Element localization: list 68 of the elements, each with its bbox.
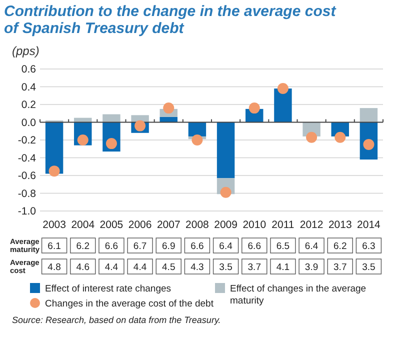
text: 6.7 [133,241,147,252]
y-tick-label: 0.6 [21,64,36,76]
point [134,120,146,132]
point [277,83,288,94]
point [334,132,346,143]
y-tick-label: 0.2 [21,99,36,112]
x-tick-label: 2009 [214,219,238,231]
x-tick-label: 2004 [71,219,95,231]
y-tick-label: 0.0 [21,116,36,129]
legend-label: Effect of changes in the average maturity [230,284,366,306]
text: 6.2 [76,241,90,252]
text: 6.5 [276,241,290,252]
x-tick-label: 2006 [128,219,152,231]
y-tick-label: -0.8 [18,188,36,200]
x-tick-label: 2005 [100,219,124,231]
text: 4.4 [104,262,118,273]
legend-label: Effect of interest rate changes [45,284,172,294]
x-tick-label: 2007 [156,219,180,231]
bar [102,114,120,122]
x-tick-label: 2012 [300,219,324,231]
point [220,186,232,198]
x-tick-label: 2013 [328,219,352,231]
x-tick-label: 2010 [242,219,266,231]
y-tick-label: -0.4 [18,152,36,164]
x-tick-label: 2003 [42,219,66,231]
text: 4.6 [76,262,90,273]
text: 6.4 [219,241,232,252]
text: 4.8 [48,262,61,273]
text: 6.3 [362,241,376,252]
text: 3.7 [334,262,347,273]
bar [274,88,292,122]
x-tick-label: 2014 [357,219,381,231]
legend-label: Changes in the average cost of the debt [45,298,214,310]
text: 4.4 [133,262,147,273]
text: 4.1 [276,262,290,273]
text: 6.6 [248,241,261,252]
text: 6.4 [304,241,318,252]
y-tick-label: 0.4 [21,81,36,94]
text: 3.5 [219,262,232,273]
text: 6.2 [334,241,347,252]
chart-title: Contribution to the change in the average cost of Spanish Treasury debt [4,3,337,37]
bar [360,108,378,122]
y-tick-label: -1.0 [18,206,36,218]
source-note: Source: Research, based on data from the Treasury. [12,315,221,325]
bar [216,122,235,178]
point [248,102,260,114]
text: 6.9 [162,241,176,252]
bar [160,116,178,122]
point [163,102,174,114]
point [48,166,60,177]
text: 3.5 [362,262,376,273]
text: 4.3 [190,262,204,273]
text: 3.9 [304,262,318,273]
y-axis-title: (pps) [12,44,40,58]
x-tick-label: 2008 [186,219,210,231]
y-tick-label: -0.6 [18,170,36,182]
text: 6.6 [190,241,204,252]
text: 6.6 [104,241,118,252]
x-tick-label: 2011 [272,219,294,231]
point [306,132,318,143]
bar [131,115,149,122]
point [106,138,117,150]
text: 3.7 [248,262,261,273]
text: 4.5 [162,262,176,273]
point [192,134,203,146]
y-tick-label: -0.2 [18,134,36,147]
point [77,134,88,146]
text: 6.1 [48,241,61,252]
